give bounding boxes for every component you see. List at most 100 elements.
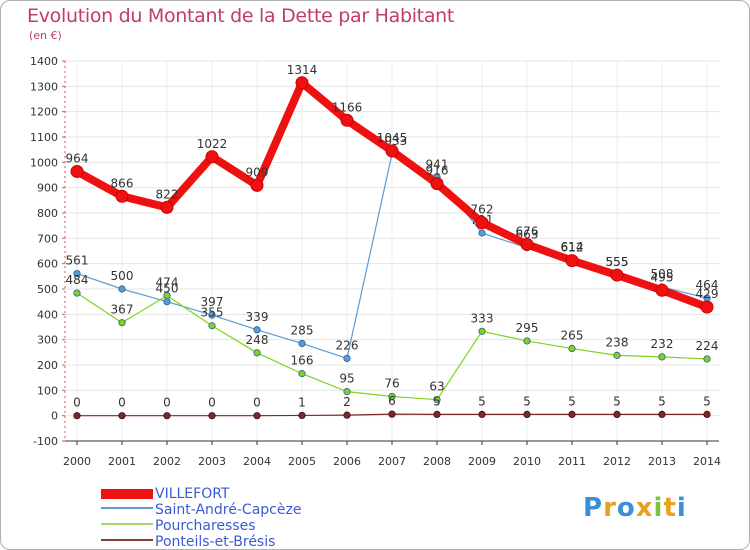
legend-swatch <box>101 489 153 499</box>
data-label: 964 <box>66 151 89 165</box>
logo-letter: r <box>603 493 617 523</box>
data-point <box>565 254 579 268</box>
data-point <box>163 298 171 306</box>
data-point <box>475 216 489 230</box>
legend-label: Ponteils-et-Brésis <box>155 534 276 550</box>
y-tick-label: 1200 <box>30 106 58 119</box>
x-tick-label: 2013 <box>648 455 676 468</box>
data-point <box>388 410 396 418</box>
data-label: 555 <box>606 255 629 269</box>
data-label: 0 <box>73 396 81 410</box>
x-tick-label: 2000 <box>63 455 91 468</box>
data-label: 339 <box>246 310 269 324</box>
x-tick-label: 2005 <box>288 455 316 468</box>
data-point <box>118 412 126 420</box>
y-tick-label: 100 <box>37 384 58 397</box>
logo-letter: i <box>653 493 664 523</box>
data-label: 508 <box>651 267 674 281</box>
legend-swatch <box>101 523 153 525</box>
data-label: 238 <box>606 335 629 349</box>
data-point <box>343 354 351 363</box>
data-label: 909 <box>246 165 269 179</box>
y-tick-label: 1300 <box>30 80 58 93</box>
data-point <box>478 229 486 237</box>
x-tick-label: 2014 <box>693 455 721 468</box>
data-point <box>613 410 621 418</box>
data-point <box>208 412 216 420</box>
data-point <box>118 285 126 293</box>
data-label: 5 <box>433 394 441 408</box>
data-label: 6 <box>388 394 396 408</box>
data-label: 941 <box>426 157 449 171</box>
data-label: 2 <box>343 395 351 409</box>
data-point <box>343 411 351 419</box>
proxiti-logo: Proxiti <box>583 493 687 523</box>
data-point <box>208 322 216 330</box>
data-point <box>478 410 486 418</box>
data-point <box>433 396 441 404</box>
data-point <box>250 178 264 192</box>
data-point <box>340 113 354 127</box>
data-label: 500 <box>111 269 134 283</box>
data-label: 5 <box>613 394 621 408</box>
y-tick-label: -100 <box>33 435 58 448</box>
logo-letter: t <box>663 493 677 523</box>
data-label: 474 <box>156 276 179 290</box>
data-point <box>658 353 666 361</box>
data-label: 5 <box>478 394 486 408</box>
y-tick-label: 0 <box>51 410 58 423</box>
y-tick-label: 1100 <box>30 131 58 144</box>
data-point <box>70 164 84 178</box>
data-point <box>700 300 714 314</box>
y-tick-label: 800 <box>37 207 58 220</box>
data-label: 285 <box>291 323 314 337</box>
data-point <box>208 311 216 319</box>
data-label: 226 <box>336 338 359 352</box>
x-tick-label: 2002 <box>153 455 181 468</box>
data-label: 95 <box>339 372 354 386</box>
data-point <box>253 349 261 357</box>
data-point <box>253 412 261 420</box>
legend-swatch <box>101 539 153 541</box>
y-tick-label: 1000 <box>30 156 58 169</box>
data-label: 355 <box>201 306 224 320</box>
data-point <box>658 410 666 418</box>
data-point <box>568 410 576 418</box>
data-label: 429 <box>696 287 719 301</box>
data-point <box>703 355 711 363</box>
data-point <box>160 200 174 214</box>
data-point <box>253 326 261 334</box>
data-point <box>568 344 576 353</box>
x-tick-label: 2004 <box>243 455 271 468</box>
data-label: 63 <box>429 380 444 394</box>
data-label: 0 <box>163 396 171 410</box>
data-label: 866 <box>111 176 134 190</box>
data-label: 5 <box>658 394 666 408</box>
data-label: 295 <box>516 321 539 335</box>
legend-label: Pourcharesses <box>155 518 256 534</box>
data-label: 614 <box>561 240 584 254</box>
data-point <box>73 289 81 297</box>
data-point <box>298 339 306 348</box>
legend-label: VILLEFORT <box>155 486 230 502</box>
data-label: 232 <box>651 337 674 351</box>
data-point <box>118 319 126 327</box>
data-point <box>385 144 399 158</box>
data-label: 248 <box>246 333 269 347</box>
data-label: 762 <box>471 203 494 217</box>
data-point <box>295 76 309 90</box>
data-label: 495 <box>651 270 674 284</box>
data-label: 367 <box>111 303 134 317</box>
y-tick-label: 700 <box>37 232 58 245</box>
data-label: 1045 <box>377 131 408 145</box>
x-tick-label: 2009 <box>468 455 496 468</box>
data-label: 224 <box>696 339 719 353</box>
x-tick-label: 2001 <box>108 455 136 468</box>
data-point <box>298 411 306 420</box>
data-point <box>115 189 129 203</box>
data-label: 5 <box>568 394 576 408</box>
logo-letter: i <box>676 493 687 523</box>
data-label: 5 <box>523 394 531 408</box>
data-label: 0 <box>253 396 261 410</box>
